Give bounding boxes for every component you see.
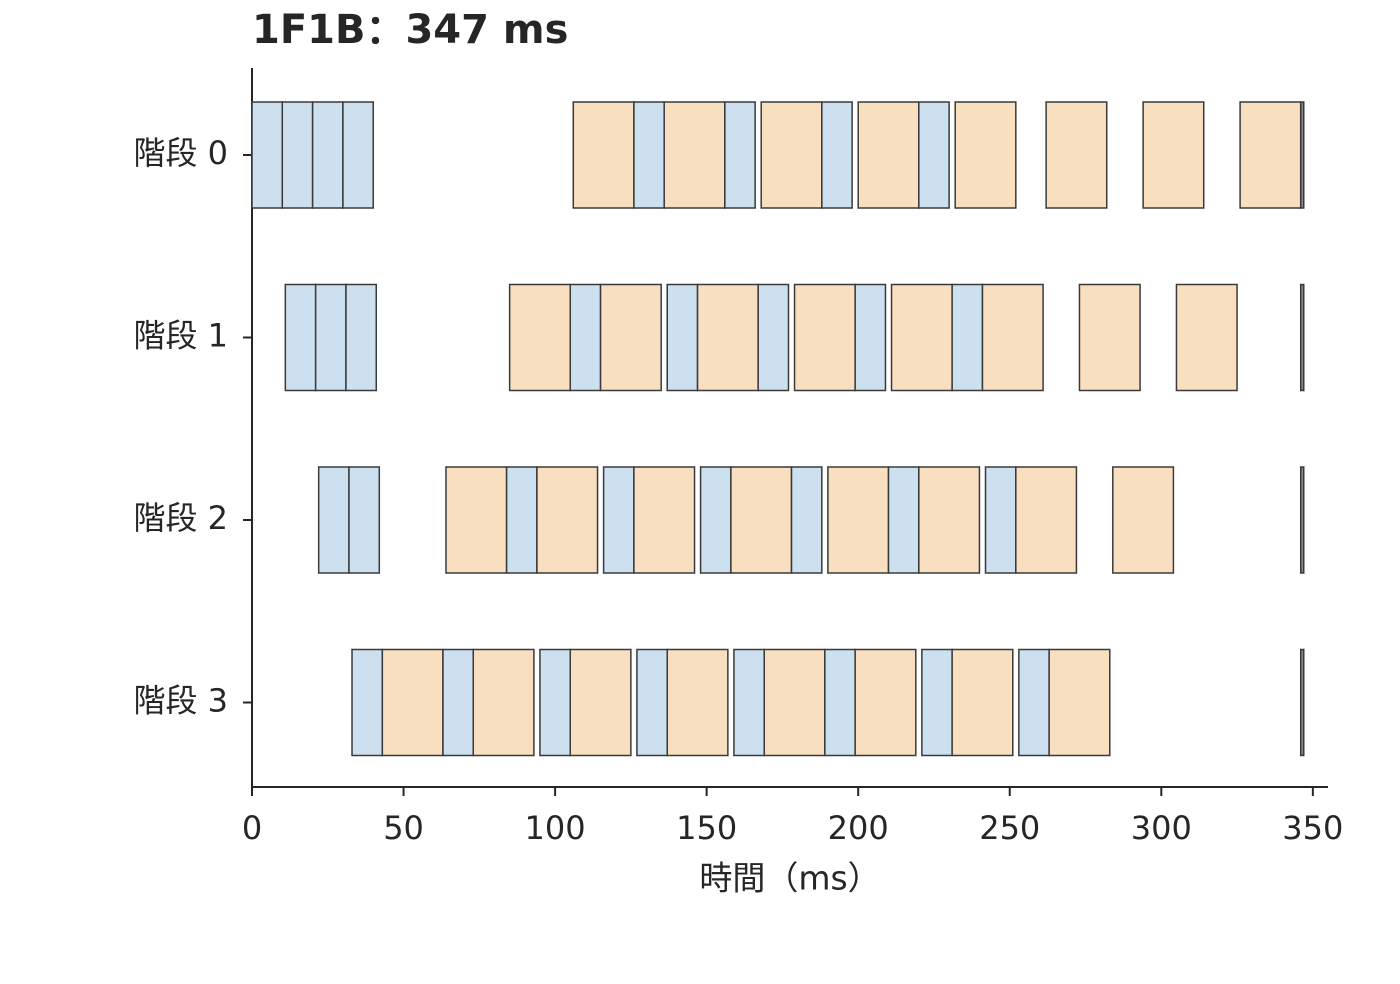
task-bar [1299, 466, 1305, 574]
chart-title: 1F1B：347 ms [252, 7, 568, 53]
task-bar [951, 283, 984, 392]
task-bar [757, 283, 790, 392]
y-tick-label: 階段 3 [133, 682, 228, 720]
x-tick-label: 100 [525, 809, 586, 847]
task-bar [1142, 101, 1205, 209]
x-tick-label: 0 [242, 809, 262, 847]
x-tick-label: 50 [383, 809, 424, 847]
task-bar [539, 648, 572, 757]
task-bar [636, 648, 668, 757]
task-bar [445, 466, 508, 574]
task-bar [1299, 283, 1305, 392]
task-bar [1175, 283, 1238, 392]
task-bar [793, 283, 856, 392]
task-bar [918, 466, 981, 574]
x-tick-label: 150 [676, 809, 737, 847]
task-bar [951, 648, 1014, 757]
task-bar [1299, 648, 1305, 757]
task-bar [284, 283, 317, 392]
task-bar [666, 283, 699, 392]
task-bar [890, 283, 953, 392]
task-bar [984, 466, 1017, 574]
x-tick-label: 300 [1131, 809, 1192, 847]
task-bar [663, 101, 726, 209]
task-bar [342, 101, 374, 209]
task-bar [314, 283, 347, 392]
x-axis-label: 時間（ms） [699, 859, 880, 898]
task-bar [724, 101, 756, 209]
task-bar [1015, 466, 1078, 574]
task-bar [981, 283, 1044, 392]
task-bar [790, 466, 823, 574]
task-bar [602, 466, 635, 574]
task-bar [918, 101, 950, 209]
task-bar [633, 466, 696, 574]
task-bar [699, 466, 732, 574]
task-bar [472, 648, 535, 757]
task-bar [854, 283, 887, 392]
task-bar [921, 648, 953, 757]
task-bar [442, 648, 475, 757]
x-tick-label: 200 [828, 809, 889, 847]
task-bar [633, 101, 665, 209]
task-bar [1239, 101, 1302, 209]
task-bar [857, 101, 920, 209]
y-tick-label: 階段 2 [133, 499, 228, 537]
task-bar [760, 101, 823, 209]
task-bar [1299, 101, 1305, 209]
task-bar [251, 101, 284, 209]
task-bar [508, 283, 572, 392]
task-bar [733, 648, 765, 757]
task-bar [317, 466, 350, 574]
task-bar [666, 648, 729, 757]
task-bar [1048, 648, 1111, 757]
task-bar [505, 466, 538, 574]
task-bar [569, 648, 632, 757]
task-bar [854, 648, 917, 757]
task-bar [827, 466, 890, 574]
task-bar [821, 101, 853, 209]
task-bar [569, 283, 602, 392]
task-bar [345, 283, 378, 392]
task-bar [954, 101, 1017, 209]
task-bar [1078, 283, 1141, 392]
task-bar [572, 101, 635, 209]
task-bar [1045, 101, 1108, 209]
task-bar [730, 466, 793, 574]
task-bar [381, 648, 444, 757]
task-bar [1018, 648, 1050, 757]
task-bar [696, 283, 759, 392]
task-bar [281, 101, 314, 209]
x-tick-label: 350 [1282, 809, 1343, 847]
task-bar [599, 283, 662, 392]
task-bar [536, 466, 599, 574]
task-bar [1112, 466, 1175, 574]
x-tick-label: 250 [979, 809, 1040, 847]
task-bar [824, 648, 856, 757]
y-tick-label: 階段 0 [133, 134, 228, 172]
task-bar [348, 466, 381, 574]
y-tick-label: 階段 1 [133, 317, 228, 355]
task-bar [311, 101, 344, 209]
task-bar [351, 648, 384, 757]
task-bar [887, 466, 920, 574]
task-bar [763, 648, 826, 757]
